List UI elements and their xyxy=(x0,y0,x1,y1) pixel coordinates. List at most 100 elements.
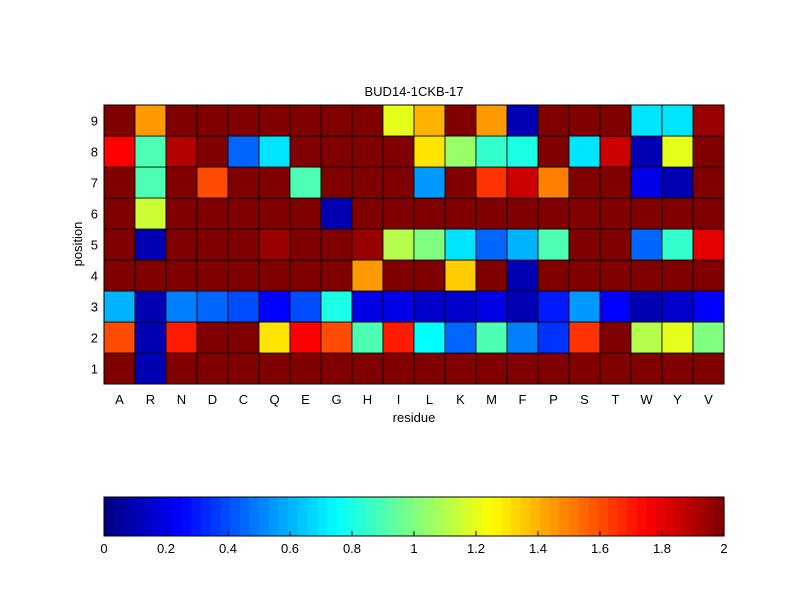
heatmap-cell xyxy=(134,290,167,323)
x-tick-label: N xyxy=(177,392,186,407)
colorbar-swatch xyxy=(239,497,250,536)
heatmap-cell xyxy=(227,166,260,199)
heatmap-cell xyxy=(134,352,167,385)
colorbar-swatch xyxy=(278,497,289,536)
colorbar-swatch xyxy=(646,497,657,536)
heatmap-cell xyxy=(258,197,291,230)
heatmap-cell xyxy=(258,321,291,354)
colorbar-tick-label: 2 xyxy=(720,541,727,556)
heatmap-cell xyxy=(537,104,570,137)
colorbar-swatch xyxy=(462,497,473,536)
heatmap-cell xyxy=(630,197,663,230)
heatmap-cell xyxy=(444,166,477,199)
colorbar-tick-label: 0.6 xyxy=(281,541,299,556)
heatmap-cell xyxy=(599,321,632,354)
heatmap-cell xyxy=(568,197,601,230)
heatmap-cell xyxy=(599,135,632,168)
heatmap-cell xyxy=(289,197,322,230)
heatmap-cell xyxy=(475,290,508,323)
colorbar-swatch xyxy=(694,497,706,536)
colorbar-swatch xyxy=(530,497,541,536)
colorbar-swatch xyxy=(317,497,328,536)
colorbar-swatch xyxy=(433,497,444,536)
colorbar-swatch xyxy=(142,497,154,536)
heatmap-cell xyxy=(320,197,353,230)
heatmap-cell xyxy=(506,197,539,230)
heatmap-cell xyxy=(103,352,136,385)
colorbar-swatch xyxy=(598,497,609,536)
x-tick-label: M xyxy=(486,392,497,407)
heatmap-cell xyxy=(599,259,632,292)
y-axis-label: position xyxy=(70,222,85,267)
colorbar-swatch xyxy=(268,497,279,536)
heatmap-cell xyxy=(475,166,508,199)
heatmap-cell xyxy=(320,135,353,168)
heatmap-cell xyxy=(289,259,322,292)
colorbar-swatch xyxy=(171,497,183,536)
colorbar-swatch xyxy=(481,497,493,536)
heatmap-cell xyxy=(599,290,632,323)
heatmap-cell xyxy=(320,352,353,385)
heatmap-cell xyxy=(475,135,508,168)
heatmap-cell xyxy=(661,197,694,230)
heatmap-cell xyxy=(475,321,508,354)
y-tick-label: 3 xyxy=(91,300,98,315)
heatmap-cell xyxy=(661,135,694,168)
heatmap-cell xyxy=(382,104,415,137)
heatmap-cell xyxy=(103,166,136,199)
heatmap-cell xyxy=(196,290,229,323)
heatmap-cell xyxy=(320,321,353,354)
colorbar-swatch xyxy=(549,497,560,536)
heatmap-cell xyxy=(103,228,136,261)
x-tick-label: Q xyxy=(269,392,279,407)
colorbar-swatch xyxy=(656,497,667,536)
heatmap-cell xyxy=(289,166,322,199)
colorbar-swatch xyxy=(220,497,231,536)
x-tick-label: G xyxy=(331,392,341,407)
heatmap-cell xyxy=(196,197,229,230)
heatmap-cell xyxy=(630,104,663,137)
heatmap-cell xyxy=(444,104,477,137)
heatmap-cell xyxy=(568,166,601,199)
heatmap-cell xyxy=(413,166,446,199)
colorbar-swatch xyxy=(404,497,415,536)
heatmap-cell xyxy=(227,197,260,230)
heatmap-cell xyxy=(444,228,477,261)
chart-title: BUD14-1CKB-17 xyxy=(365,84,464,99)
heatmap-cell xyxy=(320,104,353,137)
heatmap-cell xyxy=(444,135,477,168)
heatmap-cell xyxy=(103,259,136,292)
x-tick-label: S xyxy=(580,392,589,407)
colorbar-tick-label: 0.4 xyxy=(219,541,237,556)
colorbar-swatch xyxy=(200,497,212,536)
heatmap-cell xyxy=(227,259,260,292)
colorbar-swatch xyxy=(578,497,589,536)
heatmap-cell xyxy=(413,290,446,323)
heatmap-cell xyxy=(661,104,694,137)
x-tick-label: E xyxy=(301,392,310,407)
heatmap-cell xyxy=(351,321,384,354)
heatmap-cell xyxy=(382,135,415,168)
x-tick-label: C xyxy=(239,392,248,407)
heatmap-cell xyxy=(134,321,167,354)
heatmap-cell xyxy=(692,352,725,385)
heatmap-cell xyxy=(103,104,136,137)
heatmap-cell xyxy=(227,352,260,385)
heatmap-cell xyxy=(258,166,291,199)
heatmap-cell xyxy=(382,197,415,230)
colorbar-swatch xyxy=(384,497,396,536)
heatmap-cell xyxy=(444,259,477,292)
heatmap-cell xyxy=(630,321,663,354)
colorbar-swatch xyxy=(162,497,173,536)
heatmap-cell xyxy=(475,228,508,261)
colorbar-swatch xyxy=(685,497,696,536)
heatmap-cell xyxy=(413,352,446,385)
colorbar-swatch xyxy=(569,497,580,536)
colorbar-swatch xyxy=(104,497,115,536)
heatmap-cell xyxy=(351,197,384,230)
heatmap-cell xyxy=(630,135,663,168)
heatmap-cell xyxy=(227,135,260,168)
heatmap-cell xyxy=(630,228,663,261)
heatmap-cell xyxy=(568,321,601,354)
